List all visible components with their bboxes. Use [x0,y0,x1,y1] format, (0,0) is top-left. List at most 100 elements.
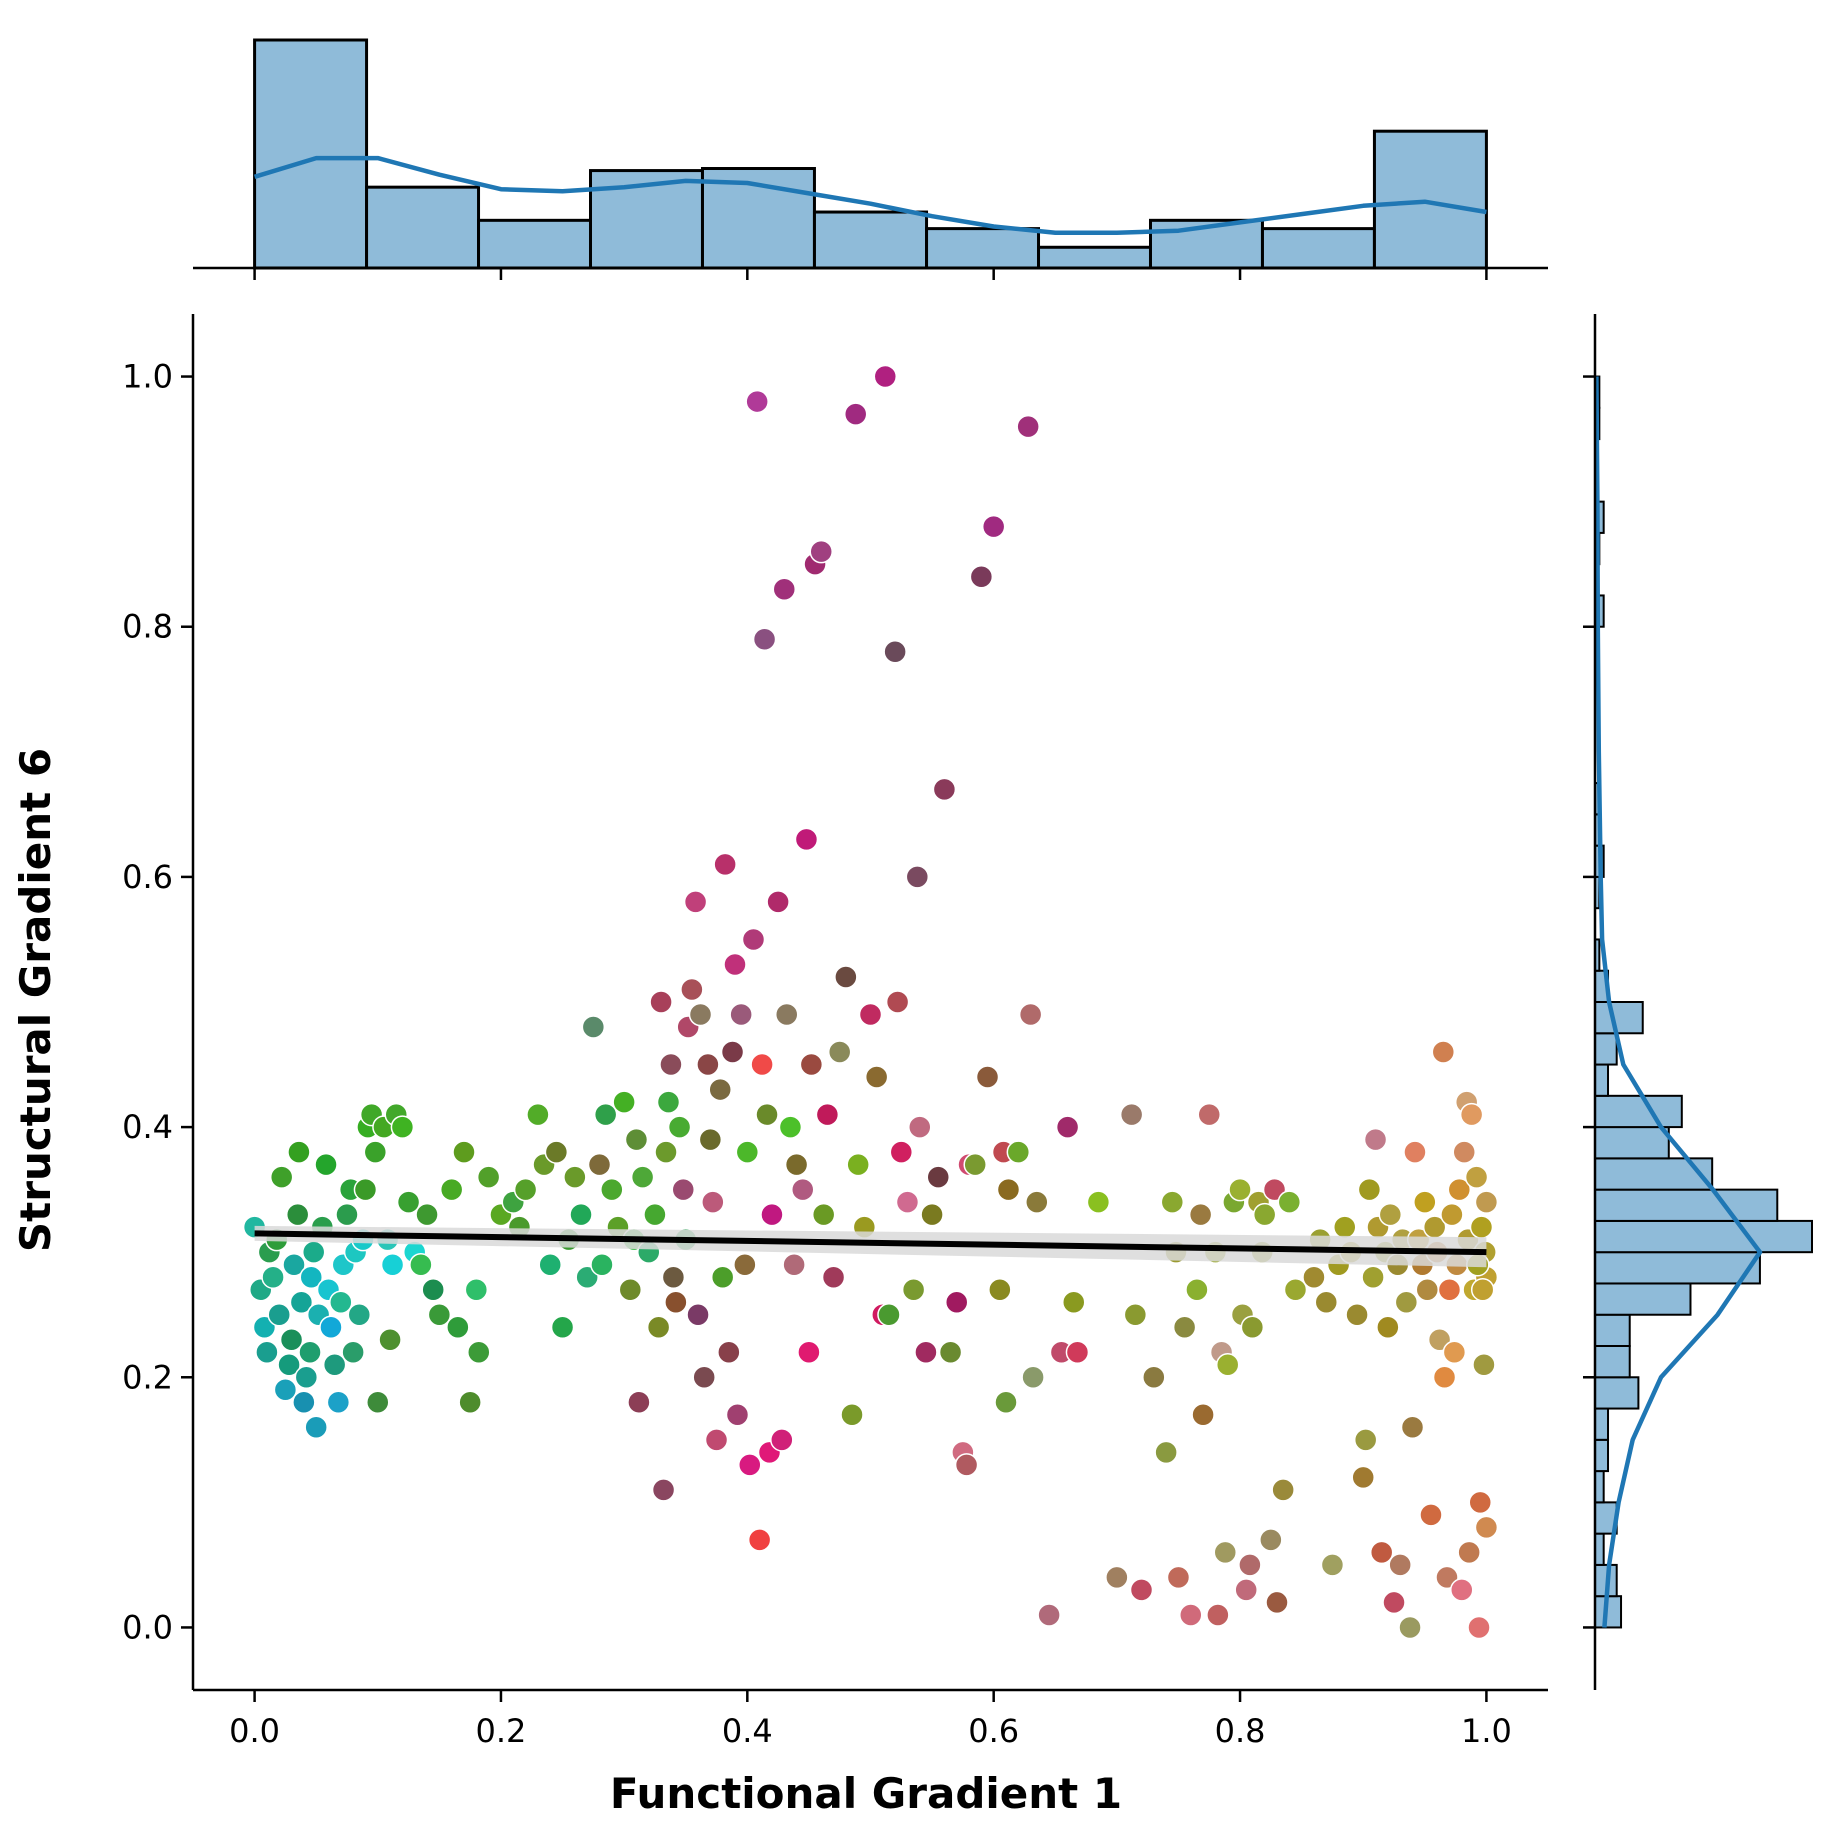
main-scatter-plot [242,364,1499,1640]
scatter-point [538,1252,562,1277]
scatter-point [741,927,766,952]
scatter-point [1442,1340,1467,1365]
scatter-point [1470,1277,1495,1302]
scatter-point [864,1065,889,1089]
scatter-point [1320,1553,1345,1577]
scatter-point [843,402,868,426]
scatter-point [1302,1265,1326,1289]
top-kde-line [253,155,1487,236]
scatter-point [1018,1002,1043,1027]
scatter-point [710,1265,735,1289]
scatter-point [446,1315,470,1339]
scatter-point [877,1302,901,1327]
scatter-point [778,1115,803,1139]
scatter-point [827,1040,852,1064]
right-hist-bar [1594,1126,1670,1160]
scatter-point [1314,1290,1339,1314]
scatter-point [526,1102,550,1127]
scatter-point [1468,1490,1492,1515]
right-hist-bar [1594,1063,1610,1097]
scatter-point [772,577,797,601]
scatter-point [314,1152,338,1177]
scatter-point [1252,1202,1277,1227]
scatter-point [846,1152,870,1177]
scatter-point [725,1403,750,1427]
scatter-point [656,1090,681,1114]
scatter-point [901,1277,926,1302]
scatter-point [464,1277,489,1302]
scatter-point [1450,1578,1474,1602]
scatter-point [326,1390,351,1415]
scatter-point [390,1115,415,1139]
scatter-point [1055,1115,1080,1139]
x-tick-label: 1.0 [1461,1712,1512,1750]
scatter-point [664,1290,688,1314]
scatter-point [698,1127,723,1152]
top-hist-bar [812,210,929,270]
top-marginal-histogram [193,38,1548,280]
right-hist-bar [1594,1251,1761,1285]
scatter-point [981,514,1006,539]
scatter-point [646,1315,671,1339]
scatter-point [353,1177,378,1202]
scatter-point [784,1152,809,1177]
scatter-point [587,1152,612,1177]
scatter-point [569,1202,593,1227]
x-tick-label: 0.6 [968,1712,1019,1750]
top-hist-bar [477,218,593,270]
scatter-point [299,1265,324,1289]
scatter-point [618,1277,643,1302]
scatter-point [1440,1202,1464,1227]
scatter-point [988,1277,1012,1302]
scatter-point [1197,1102,1221,1127]
scatter-point [1459,1102,1484,1127]
scatter-point [938,1340,963,1365]
scatter-point [954,1453,979,1477]
scatter-point [1345,1302,1369,1327]
scatter-point [282,1252,306,1277]
scatter-point [1369,1540,1394,1565]
scatter-point [1129,1578,1154,1602]
scatter-point [581,1015,606,1039]
scatter-point [963,1152,987,1177]
scatter-point [794,827,819,852]
scatter-point [1166,1565,1191,1590]
x-tick-label: 0.2 [476,1712,527,1750]
scatter-point [1333,1215,1357,1239]
scatter-point [380,1252,405,1277]
right-hist-bar [1594,1407,1610,1441]
scatter-point [378,1327,402,1352]
scatter-point [1419,1503,1443,1527]
scatter-point [1119,1102,1144,1127]
scatter-point [858,1002,883,1027]
scatter-point [476,1165,501,1189]
right-hist-bar [1594,1219,1813,1254]
right-hist-bar [1594,1032,1618,1066]
scatter-point [717,1340,741,1365]
right-hist-bar [1594,1376,1640,1410]
scatter-point [1185,1277,1209,1302]
scatter-point [1353,1428,1378,1452]
scatter-point [680,977,704,1002]
scatter-point [452,1140,476,1164]
scatter-point [1006,1140,1031,1164]
scatter-point [686,1302,710,1327]
scatter-point [920,1202,944,1227]
scatter-point [932,777,957,802]
scatter-point [1142,1365,1166,1390]
scatter-point [624,1127,649,1152]
scatter-point [1265,1590,1289,1615]
scatter-point [1283,1277,1308,1302]
scatter-point [651,1478,676,1502]
scatter-point [1388,1553,1412,1577]
scatter-point [1472,1353,1496,1377]
scatter-point [766,890,790,914]
scatter-point [1240,1315,1265,1339]
scatter-point [889,1140,914,1164]
scatter-point [969,564,994,589]
scatter-point [752,627,777,651]
scatter-point [815,1102,840,1127]
scatter-point [683,890,708,914]
